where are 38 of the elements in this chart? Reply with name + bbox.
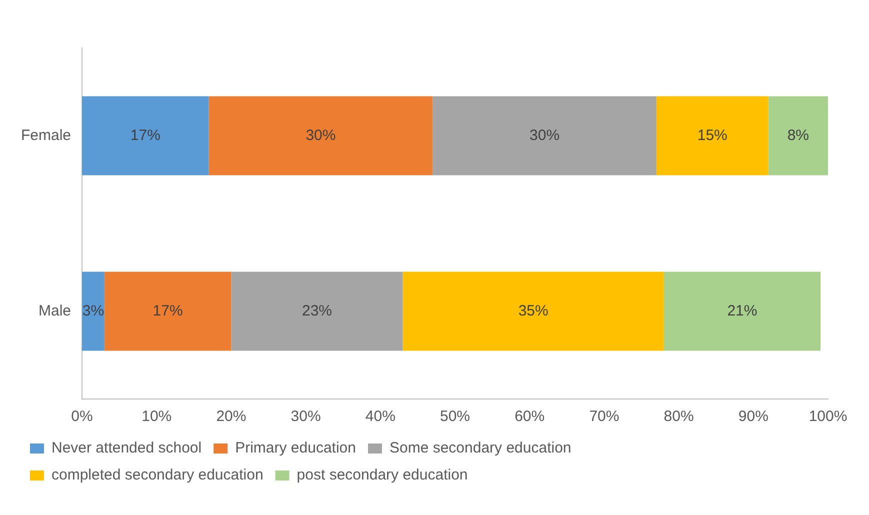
bar <box>231 272 403 351</box>
legend-label: completed secondary education <box>52 466 264 484</box>
legend-label: Primary education <box>235 440 356 457</box>
x-tick-label: 90% <box>738 408 768 426</box>
data-label: 35% <box>518 302 548 320</box>
x-tick-label: 0% <box>71 408 93 426</box>
x-tick-label: 40% <box>365 408 396 426</box>
x-tick-label: 60% <box>514 408 545 426</box>
legend-label: Some secondary education <box>389 440 572 457</box>
y-tick-label: Male <box>38 302 72 320</box>
data-label: 8% <box>787 126 810 144</box>
x-tick-label: 80% <box>664 408 694 426</box>
legend-label: post secondary education <box>296 466 468 484</box>
data-label: 17% <box>152 302 183 320</box>
data-label: 15% <box>697 126 728 144</box>
bar <box>402 272 664 351</box>
bar <box>432 96 656 176</box>
bar <box>656 96 768 176</box>
bar <box>82 272 104 351</box>
data-label: 23% <box>302 302 332 320</box>
x-tick-label: 30% <box>290 408 321 426</box>
x-tick-label: 20% <box>216 408 246 426</box>
bar <box>208 96 433 176</box>
legend-label: Never attended school <box>52 440 202 457</box>
y-tick-label: Female <box>20 126 72 144</box>
bar <box>768 96 828 176</box>
x-tick-label: 70% <box>589 408 620 426</box>
x-tick-label: 10% <box>142 408 172 426</box>
x-tick-label: 100% <box>808 408 848 426</box>
data-label: 21% <box>727 302 758 320</box>
bar <box>82 96 209 176</box>
data-label: 17% <box>130 126 160 144</box>
bar <box>104 272 232 351</box>
data-label: 30% <box>530 126 560 144</box>
data-label: 3% <box>82 302 104 320</box>
data-label: 30% <box>306 126 336 144</box>
x-tick-label: 50% <box>440 408 470 426</box>
bar <box>664 272 821 351</box>
